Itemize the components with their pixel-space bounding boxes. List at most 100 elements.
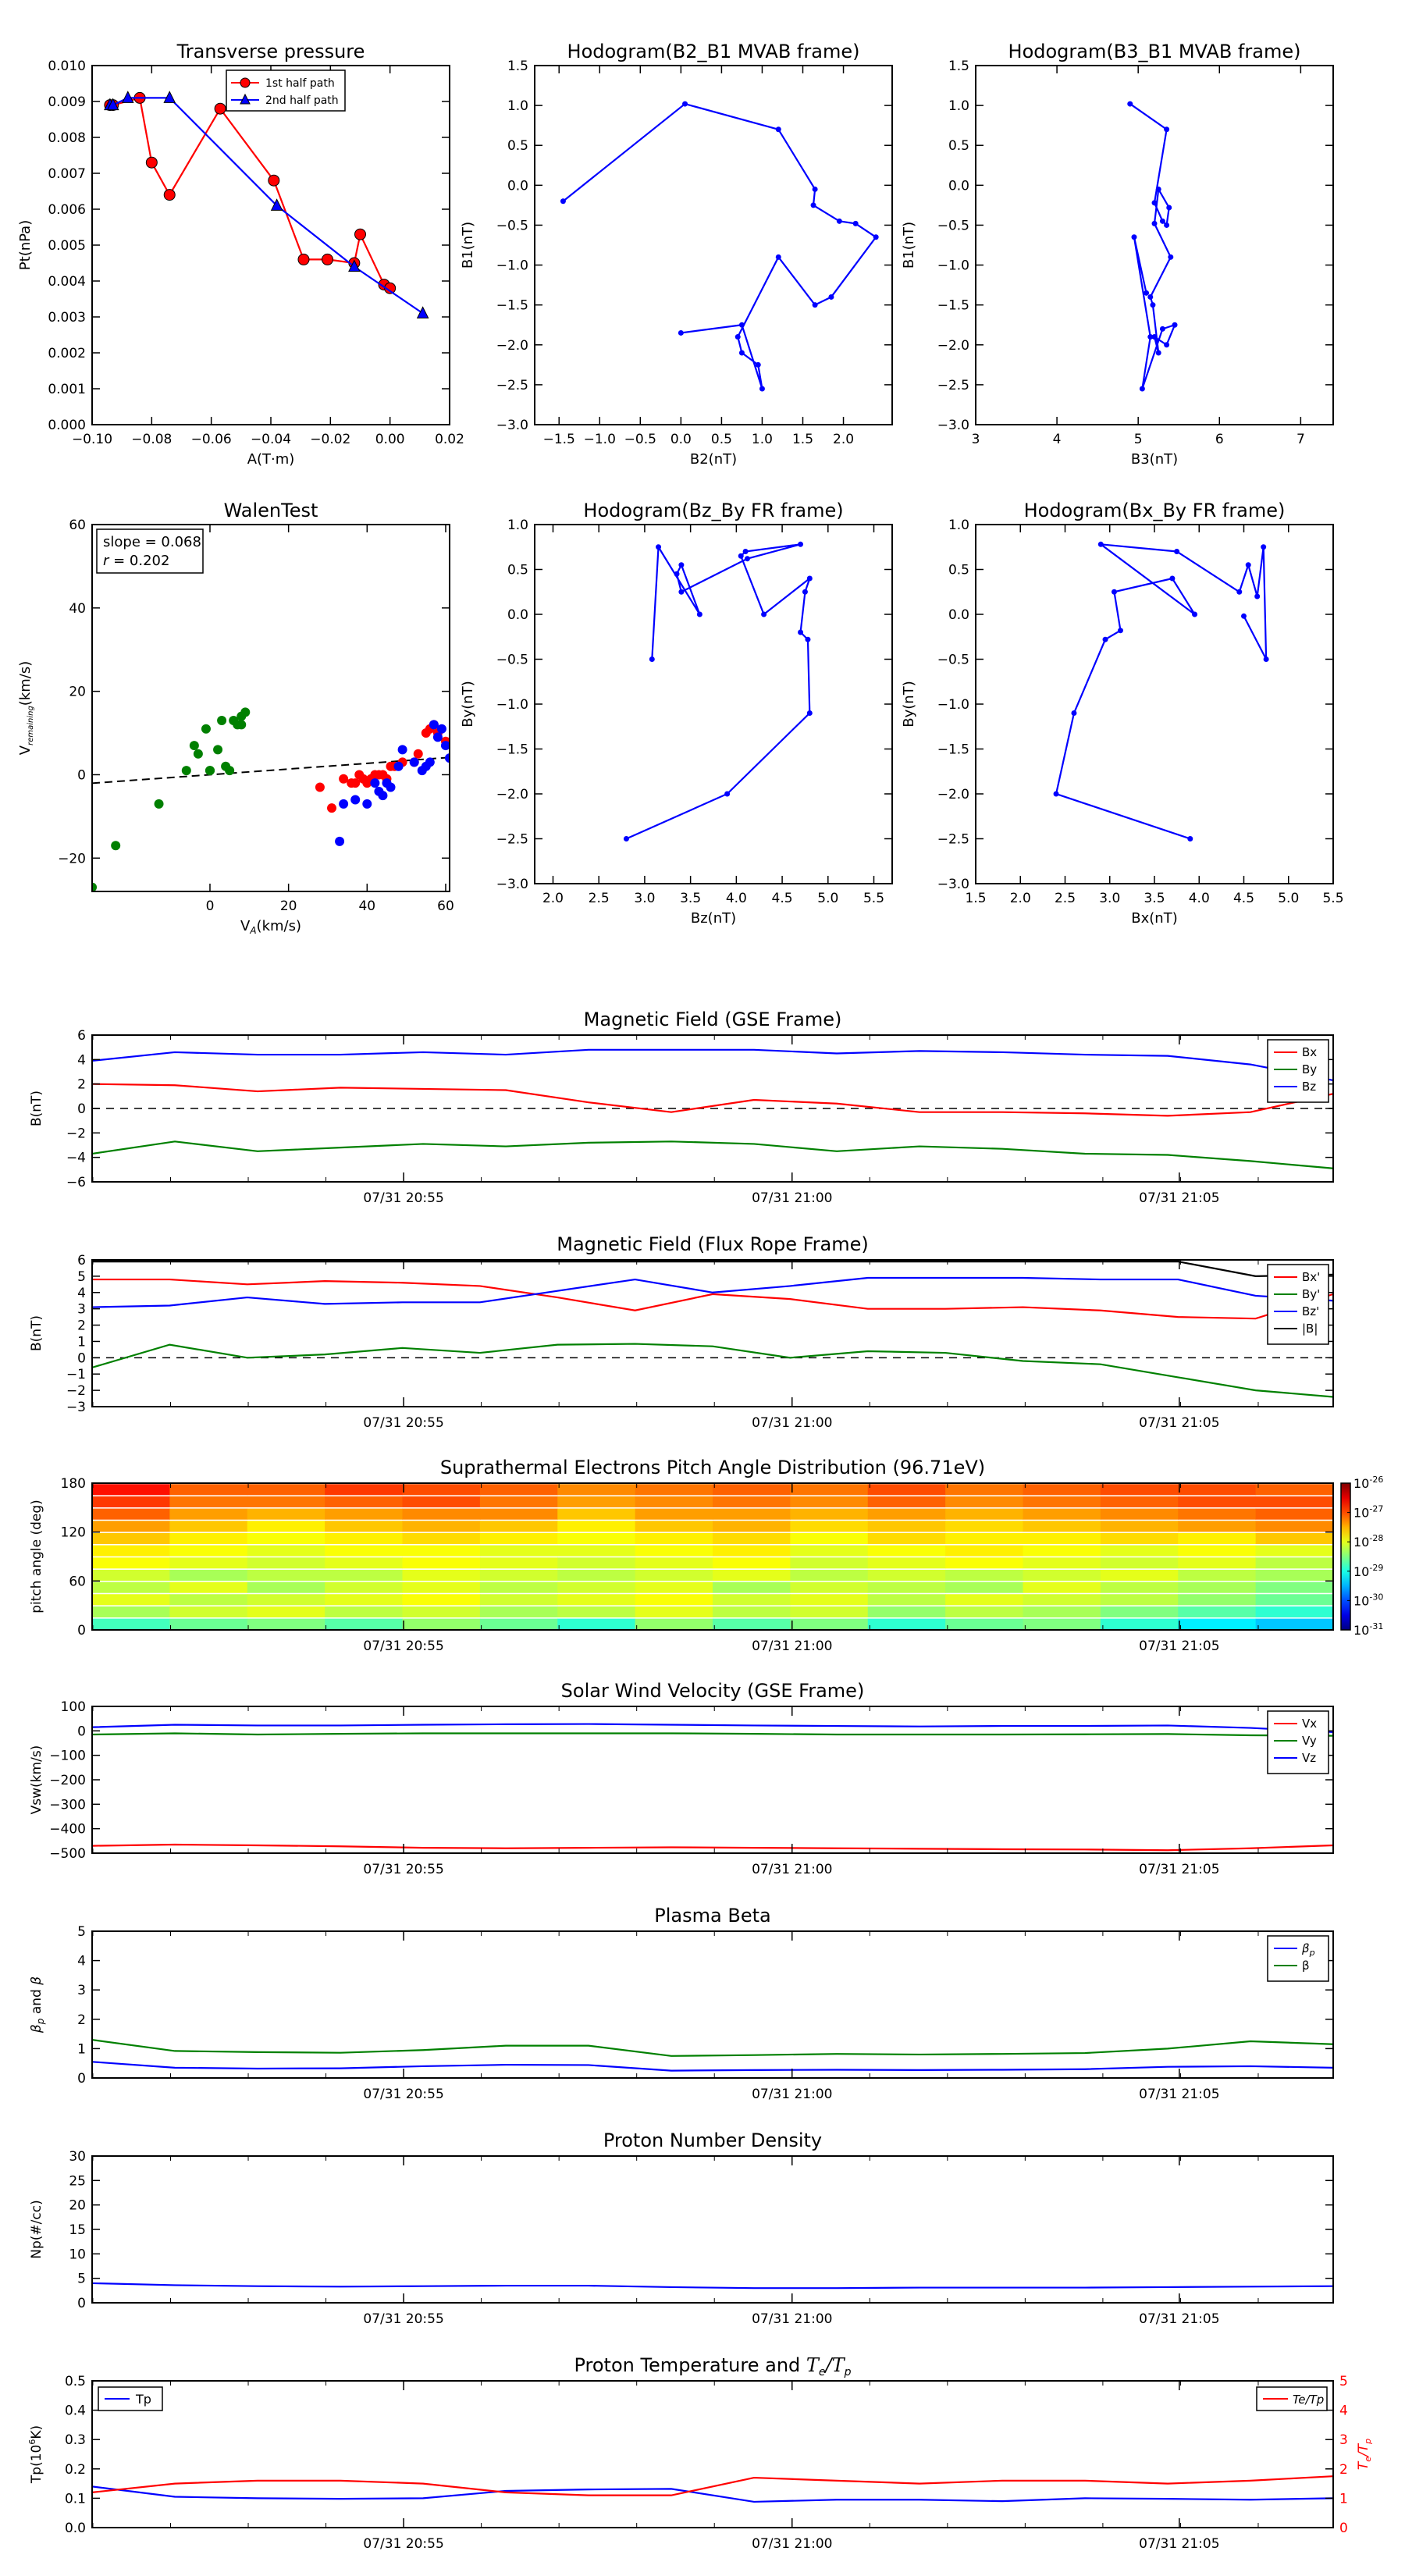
hodogram-bz-by-xtick-label: 4.5 xyxy=(772,891,793,906)
heatmap-cell xyxy=(1255,1484,1333,1496)
hodogram-b3-b1-xtick-label: 4 xyxy=(1053,432,1062,447)
heatmap-cell xyxy=(1178,1569,1257,1582)
hodogram-b2-b1-plot-area xyxy=(560,101,879,392)
legend-label: |B| xyxy=(1302,1322,1318,1336)
hodogram-b3-b1-ytick-label: −1.5 xyxy=(937,298,969,314)
hodogram-b2-b1-xtick-label: −1.0 xyxy=(584,432,616,447)
plasma-beta-title: Plasma Beta xyxy=(654,1905,770,1927)
heatmap-cell xyxy=(1023,1484,1101,1496)
hodogram-b2-b1-xtick-label: 2.0 xyxy=(833,432,854,447)
data-point xyxy=(1164,126,1170,133)
hodogram-bz-by-xtick-label: 2.0 xyxy=(542,891,564,906)
plasma-beta-ytick-label: 0 xyxy=(77,2071,86,2087)
data-point xyxy=(1117,628,1123,634)
legend-label: Bx' xyxy=(1302,1270,1320,1284)
mag-fr-ytick-label: 0 xyxy=(77,1350,86,1366)
temperature-ylabel: Tp(106K) xyxy=(27,2425,44,2484)
data-point xyxy=(812,302,818,308)
hodogram-b2-b1-ytick-label: −1.0 xyxy=(496,258,528,274)
data-point xyxy=(738,322,745,328)
transverse-pressure-bg xyxy=(92,66,450,425)
series-line-vx xyxy=(92,1843,1333,1852)
walen-test-xtick-label: 60 xyxy=(437,898,454,914)
mag-gse-ytick-label: −6 xyxy=(66,1175,86,1190)
plasma-beta-time-tick-label: 07/31 20:55 xyxy=(363,2087,443,2102)
transverse-pressure-frame xyxy=(91,65,450,425)
data-point xyxy=(810,202,816,208)
hodogram-bx-by-plot-area xyxy=(1053,541,1269,841)
heatmap-cell xyxy=(169,1582,248,1593)
heatmap-cell xyxy=(867,1496,946,1508)
hodogram-bx-by-xtick-label: 2.5 xyxy=(1055,891,1076,906)
heatmap-cell xyxy=(945,1582,1023,1593)
heatmap-cell xyxy=(1178,1521,1257,1532)
heatmap-cell xyxy=(92,1545,170,1557)
data-point xyxy=(1155,350,1161,356)
heatmap-cell xyxy=(713,1606,791,1618)
heatmap-cell xyxy=(247,1582,325,1593)
hodogram-b3-b1-ytick-label: −3.0 xyxy=(937,418,969,433)
velocity: −500 −400 −300 −200 −100 0 100 07/31 20:55 07/31… xyxy=(29,1680,1334,1877)
data-point xyxy=(560,198,566,205)
data-point xyxy=(678,589,685,595)
heatmap-cell xyxy=(790,1618,869,1630)
transverse-pressure-ylabel: Pt(nPa) xyxy=(17,220,34,270)
heatmap-cell xyxy=(247,1521,325,1532)
hodogram-bz-by-ytick-label: −1.5 xyxy=(496,742,528,758)
temperature: 0.0 0.1 0.2 0.3 0.4 0.5 0 1 2 3 4 5 07/31 20:55 07/31… xyxy=(27,2354,1373,2552)
heatmap-cell xyxy=(1178,1484,1257,1496)
data-point xyxy=(163,189,176,201)
heatmap-cell xyxy=(92,1594,170,1606)
velocity-ytick-label: −400 xyxy=(49,1822,86,1838)
data-point xyxy=(852,220,859,226)
hodogram-bz-by-ytick-label: −0.5 xyxy=(496,653,528,668)
heatmap-cell xyxy=(713,1545,791,1557)
heatmap-cell xyxy=(402,1582,481,1593)
heatmap-cell xyxy=(1178,1532,1257,1545)
series-line-vz xyxy=(92,1723,1333,1733)
data-point xyxy=(348,259,361,272)
density-plot-area xyxy=(92,2282,1333,2290)
pad-frame xyxy=(91,1482,1334,1631)
plasma-beta-ylabel: βp and β xyxy=(29,1976,46,2033)
density-ytick-label: 30 xyxy=(69,2149,86,2165)
heatmap-cell xyxy=(557,1618,636,1630)
heatmap-cell xyxy=(790,1594,869,1606)
walen-test-ytick-label: 20 xyxy=(69,685,86,700)
heatmap-cell xyxy=(479,1521,558,1532)
heatmap-cell xyxy=(402,1532,481,1545)
hodogram-b2-b1-frame xyxy=(534,65,893,425)
pad-ytick-label: 0 xyxy=(77,1623,86,1638)
temperature-time-tick-label: 07/31 21:05 xyxy=(1139,2536,1219,2552)
mag-gse-ytick-label: −4 xyxy=(66,1151,86,1166)
heatmap-cell xyxy=(92,1557,170,1569)
scatter-point xyxy=(154,799,164,809)
temperature-ytick-label: 0.1 xyxy=(65,2491,86,2507)
heatmap-cell xyxy=(635,1606,713,1618)
plasma-beta-bg xyxy=(92,1931,1333,2078)
hodogram-b2-b1-xlabel: B2(nT) xyxy=(690,451,737,468)
heatmap-cell xyxy=(479,1532,558,1545)
data-point xyxy=(678,329,684,336)
heatmap-cell xyxy=(713,1508,791,1520)
heatmap-cell xyxy=(635,1532,713,1545)
plasma-beta-time-tick-label: 07/31 21:00 xyxy=(752,2087,832,2102)
heatmap-cell xyxy=(1255,1557,1333,1569)
series-line-te-tp xyxy=(92,2475,1333,2496)
data-point xyxy=(1168,254,1174,260)
walen-test-xtick-label: 0 xyxy=(206,898,215,914)
transverse-pressure-ytick-label: 0.002 xyxy=(48,346,86,361)
hodogram-b2-b1-ytick-label: −3.0 xyxy=(496,418,528,433)
hodogram-b3-b1-ytick-label: −2.0 xyxy=(937,338,969,354)
hodogram-bz-by-bg xyxy=(535,525,892,884)
transverse-pressure-xtick-label: −0.08 xyxy=(131,432,172,447)
heatmap-cell xyxy=(325,1606,403,1618)
hodogram-b2-b1-xtick-label: 0.5 xyxy=(711,432,732,447)
heatmap-cell xyxy=(479,1545,558,1557)
hodogram-bz-by-ytick-label: −3.0 xyxy=(496,877,528,892)
data-point xyxy=(873,234,879,240)
hodogram-bz-by-ytick-label: 0.0 xyxy=(507,607,528,623)
mag-gse-plot-area xyxy=(92,1048,1333,1169)
plasma-beta-ytick-label: 3 xyxy=(77,1983,86,1998)
hodogram-bz-by-xtick-label: 5.5 xyxy=(863,891,884,906)
